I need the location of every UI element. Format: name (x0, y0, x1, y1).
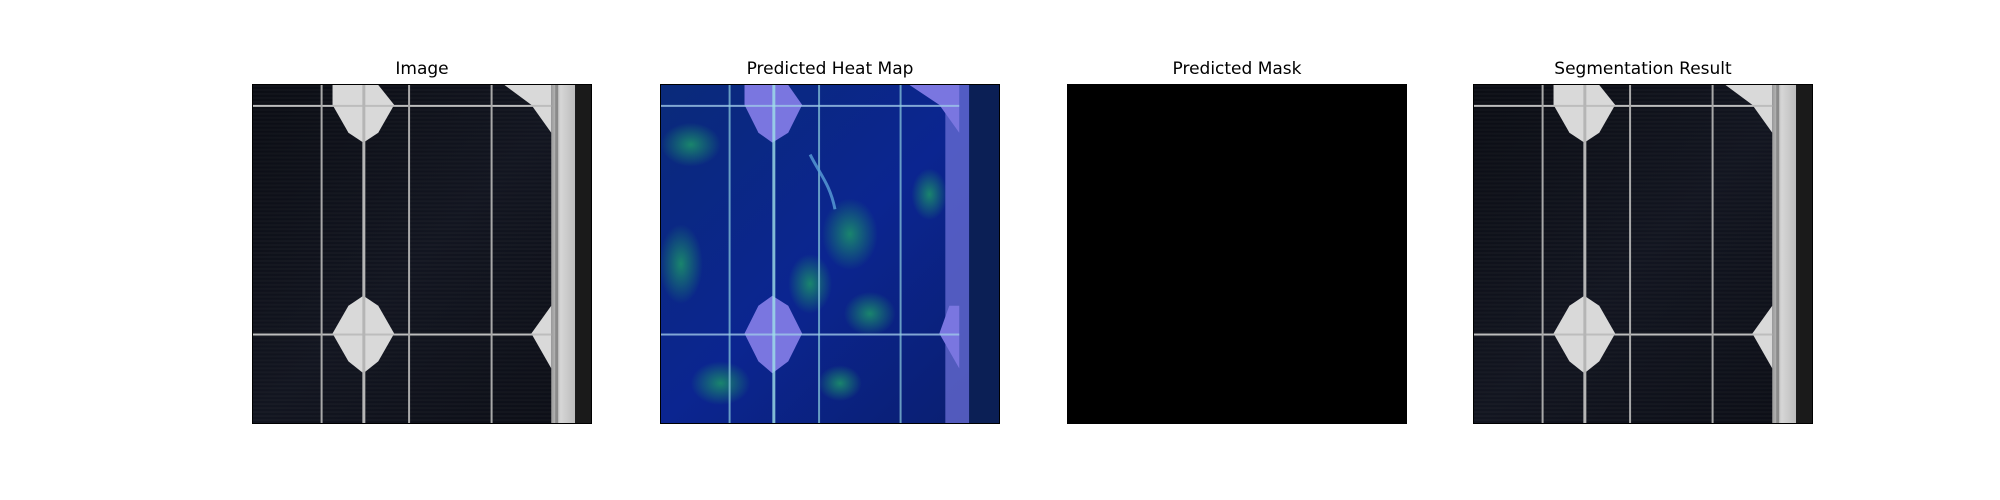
panel-segmentation: Segmentation Result (1473, 0, 1813, 500)
solar-cell-photo (252, 84, 592, 424)
mask-image (1067, 84, 1407, 424)
panel-title: Image (395, 59, 449, 79)
heat-map-image (660, 84, 1000, 424)
panel-title: Predicted Heat Map (746, 59, 914, 79)
panel-image: Image (252, 0, 592, 500)
panel-title: Predicted Mask (1172, 59, 1302, 79)
panel-title: Segmentation Result (1554, 59, 1732, 79)
segmentation-result-image (1473, 84, 1813, 424)
panel-mask: Predicted Mask (1067, 0, 1407, 500)
panel-heat-map: Predicted Heat Map (660, 0, 1000, 500)
